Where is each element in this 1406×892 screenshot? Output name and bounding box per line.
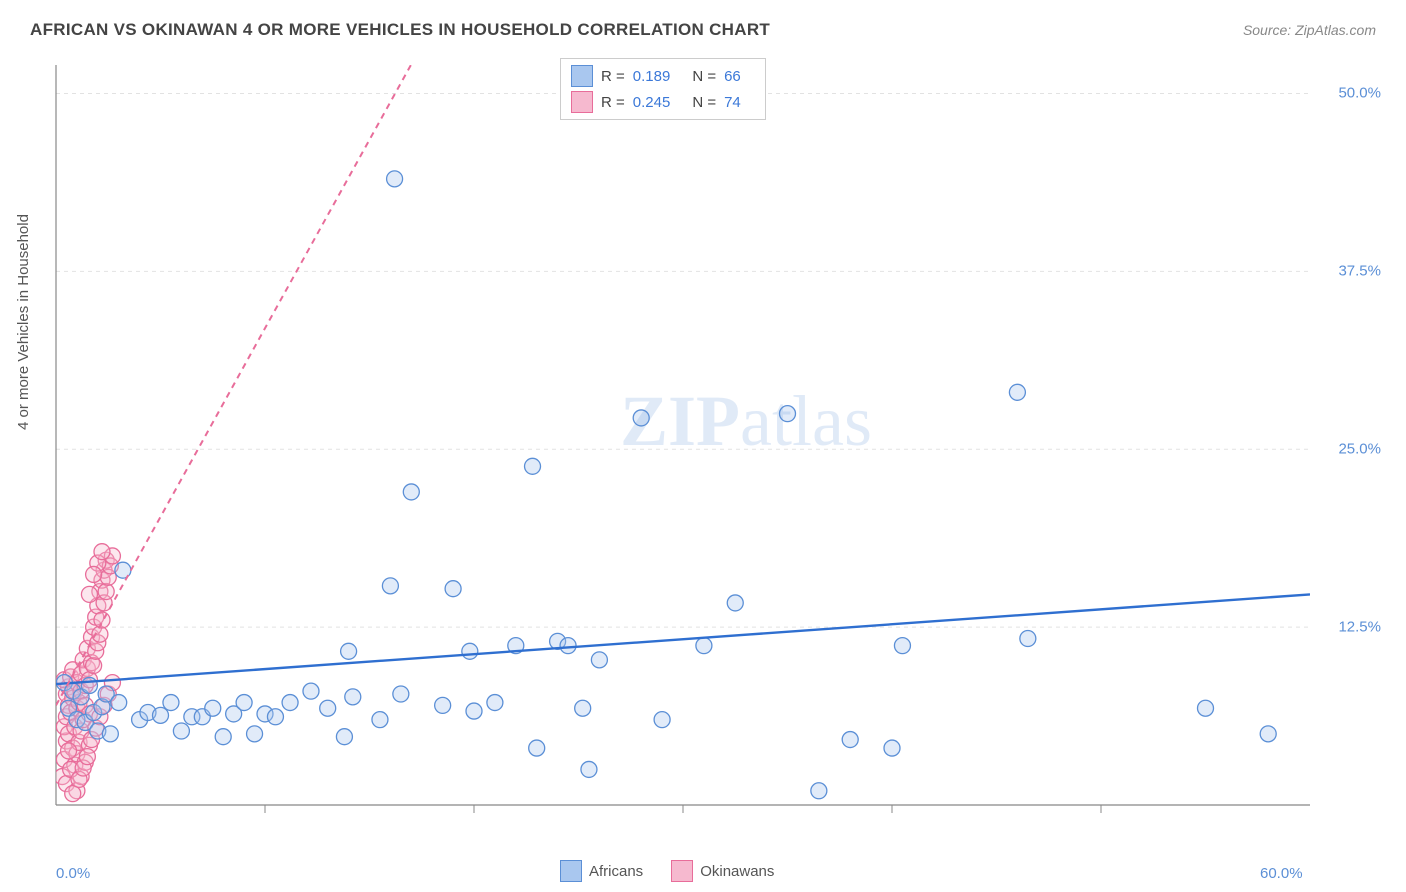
r-label: R = bbox=[601, 94, 625, 111]
swatch-icon bbox=[571, 65, 593, 87]
r-label: R = bbox=[601, 68, 625, 85]
swatch-icon bbox=[671, 860, 693, 882]
y-tick: 25.0% bbox=[1338, 441, 1381, 458]
plot-area bbox=[50, 55, 1370, 845]
y-tick: 12.5% bbox=[1338, 619, 1381, 636]
stats-legend: R = 0.189 N = 66 R = 0.245 N = 74 bbox=[560, 58, 766, 120]
stats-row: R = 0.245 N = 74 bbox=[571, 89, 755, 115]
n-value: 66 bbox=[724, 68, 741, 85]
y-axis-label: 4 or more Vehicles in Household bbox=[15, 214, 32, 430]
chart-title: AFRICAN VS OKINAWAN 4 OR MORE VEHICLES I… bbox=[30, 20, 770, 40]
legend-item: Okinawans bbox=[671, 860, 774, 882]
y-tick: 37.5% bbox=[1338, 263, 1381, 280]
legend-item: Africans bbox=[560, 860, 643, 882]
chart-container: AFRICAN VS OKINAWAN 4 OR MORE VEHICLES I… bbox=[0, 0, 1406, 892]
swatch-icon bbox=[560, 860, 582, 882]
y-tick: 50.0% bbox=[1338, 85, 1381, 102]
n-value: 74 bbox=[724, 94, 741, 111]
stats-row: R = 0.189 N = 66 bbox=[571, 63, 755, 89]
x-tick: 60.0% bbox=[1260, 865, 1303, 882]
swatch-icon bbox=[571, 91, 593, 113]
r-value: 0.245 bbox=[633, 94, 671, 111]
x-tick: 0.0% bbox=[56, 865, 90, 882]
n-label: N = bbox=[692, 68, 716, 85]
n-label: N = bbox=[692, 94, 716, 111]
legend-label: Okinawans bbox=[700, 863, 774, 880]
source-attribution: Source: ZipAtlas.com bbox=[1243, 22, 1376, 38]
scatter-chart bbox=[50, 55, 1370, 845]
legend-label: Africans bbox=[589, 863, 643, 880]
r-value: 0.189 bbox=[633, 68, 671, 85]
series-legend: Africans Okinawans bbox=[560, 860, 774, 882]
